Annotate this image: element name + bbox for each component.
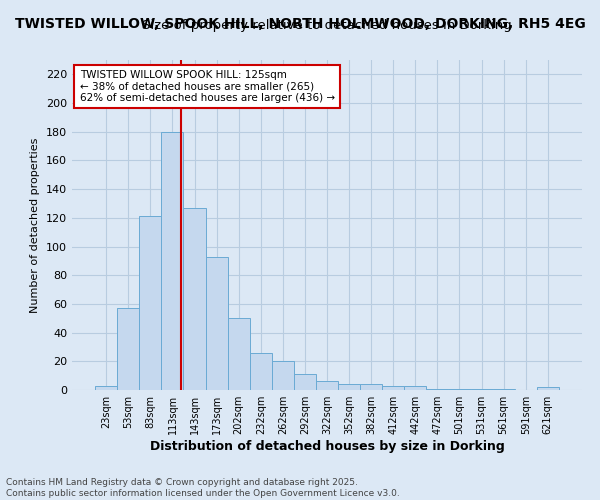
Bar xyxy=(448,388,470,390)
Title: Size of property relative to detached houses in Dorking: Size of property relative to detached ho… xyxy=(142,20,512,32)
Bar xyxy=(537,387,559,390)
Bar xyxy=(161,132,184,390)
Bar xyxy=(404,386,427,390)
Bar xyxy=(338,384,360,390)
Bar xyxy=(360,384,382,390)
Bar xyxy=(95,386,117,390)
Bar xyxy=(427,388,448,390)
Bar xyxy=(206,256,227,390)
Bar xyxy=(227,318,250,390)
Bar xyxy=(382,386,404,390)
Y-axis label: Number of detached properties: Number of detached properties xyxy=(31,138,40,312)
Bar xyxy=(250,352,272,390)
Text: TWISTED WILLOW SPOOK HILL: 125sqm
← 38% of detached houses are smaller (265)
62%: TWISTED WILLOW SPOOK HILL: 125sqm ← 38% … xyxy=(80,70,335,103)
Bar xyxy=(272,362,294,390)
Bar xyxy=(294,374,316,390)
Bar xyxy=(184,208,206,390)
Bar xyxy=(470,388,493,390)
X-axis label: Distribution of detached houses by size in Dorking: Distribution of detached houses by size … xyxy=(149,440,505,453)
Bar xyxy=(117,308,139,390)
Bar xyxy=(493,388,515,390)
Bar xyxy=(139,216,161,390)
Text: Contains HM Land Registry data © Crown copyright and database right 2025.
Contai: Contains HM Land Registry data © Crown c… xyxy=(6,478,400,498)
Text: TWISTED WILLOW, SPOOK HILL, NORTH HOLMWOOD, DORKING, RH5 4EG: TWISTED WILLOW, SPOOK HILL, NORTH HOLMWO… xyxy=(14,18,586,32)
Bar xyxy=(316,382,338,390)
